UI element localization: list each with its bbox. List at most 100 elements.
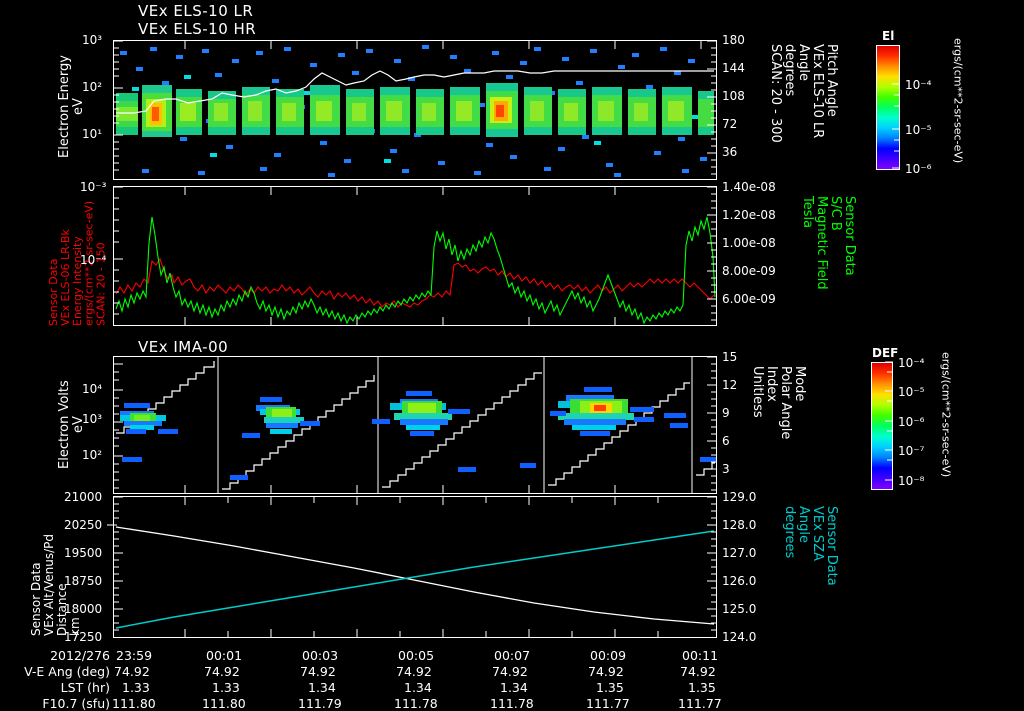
panel1-right-axis-label-line4: degrees [782,44,798,97]
bottom-veang-5: 74.92 [588,664,624,679]
panel2-right-axis-label: Sensor Data S/C B Magnetic Field Tesla [800,196,857,318]
panel1-right-axis-label-line5: SCAN: 20 - 300 [768,44,784,143]
panel2-right-axis-label-line2: S/C B [828,196,844,231]
panel4-ytick-5: 17250 [64,630,103,644]
panel1-right-axis-label-line2: VEx ELS-10 LR [810,44,826,139]
panel1-left-axis-label: Electron Energy eV [57,48,86,166]
panel4-left-axis-label-line1: Sensor Data [29,562,43,636]
panel3-right-axis-label-line3: Index [764,366,780,402]
panel4-ytick-0: 21000 [64,490,103,504]
panel1-ytick-0: 10³ [82,33,103,47]
colorbar1-title: El [882,29,895,43]
panel3-ion-blob-4 [550,387,688,436]
panel3-ytick-0: 10⁴ [82,382,103,396]
panel2-plot-area[interactable] [113,186,717,326]
panel1-right-axis-label: Pitch Angle VEx ELS-10 LR Angle degrees … [768,44,840,179]
panel3-title: VEx IMA-00 [138,338,229,356]
bottom-f107-5: 111.77 [586,696,630,711]
panel3-right-axis-label-line2: Polar Angle [778,366,794,440]
panel4-sza-line [115,530,715,629]
panel1-ytick-2: 10¹ [82,127,103,141]
panel2-right-axis-label-line3: Magnetic Field [814,196,830,290]
colorbar2-tick-2: 10⁻⁶ [898,415,925,429]
panel4-left-axis-label-line2: VEx Alt/Venus/Pd [41,533,56,636]
panel1-left-axis-label-line1: Electron Energy [57,55,72,159]
bottom-row-label-lst: LST (hr) [60,680,110,695]
panel1-ytick-1: 10² [82,80,103,94]
bottom-veang-6: 74.92 [680,664,716,679]
panel1-beam-columns [116,83,714,137]
bottom-veang-1: 74.92 [204,664,240,679]
panel4-ytick-2: 19500 [64,546,103,560]
colorbar1-tick-2: 10⁻⁶ [905,162,932,176]
panel3-ion-blob-1 [120,403,178,462]
panel2-ytick-0: 10⁻³ [80,180,107,194]
panel4-ytick-r2: 127.0 [722,546,757,560]
panel4-ytick-1: 20250 [64,518,103,532]
panel3-ytick-2: 10² [82,448,103,462]
panel2-ytick-r4: 6.00e-09 [722,292,776,306]
panel3-right-axis-label: Mode Polar Angle Index Unitless [750,366,808,484]
panel2-energy-intensity-line [115,257,715,308]
bottom-veang-2: 74.92 [300,664,336,679]
panel4-altitude-line [115,526,715,625]
panel4-ytick-r4: 125.0 [722,602,757,616]
panel4-ytick-3: 18750 [64,574,103,588]
bottom-date: 2012/276 [50,648,110,663]
panel3-ytick-1: 10³ [82,412,103,426]
bottom-f107-3: 111.78 [394,696,438,711]
panel4-right-axis-label-line2: VEx SZA [810,506,826,561]
bottom-f107-0: 111.80 [112,696,156,711]
colorbar2-unit: ergs/(cm**2-sr-sec-eV) [939,352,953,478]
panel2-lines-svg [114,187,716,325]
panel3-ytick-r3: 6 [722,434,730,448]
colorbar2-tick-3: 10⁻⁷ [898,444,925,458]
panel2-ytick-r2: 1.00e-08 [722,236,776,250]
panel2-ytick-r3: 8.00e-09 [722,264,776,278]
panel2-ytick-r0: 1.40e-08 [722,180,776,194]
bottom-time-5: 00:09 [590,648,627,663]
panel1-title-line2: VEx ELS-10 HR [138,20,257,38]
panel1-plot-area[interactable] [113,40,717,180]
panel1-ytick-r0: 180 [722,33,745,47]
panel3-ytick-r0: 15 [722,350,738,364]
panel1-right-axis-label-line1: Pitch Angle [824,44,840,117]
panel1-ytick-r1: 144 [722,61,745,75]
bottom-veang-0: 74.92 [114,664,150,679]
panel3-stray-points [230,457,716,480]
bottom-f107-2: 111.79 [298,696,342,711]
panel1-ytick-r4: 36 [722,145,738,159]
panel1-ytick-r3: 72 [722,117,738,131]
bottom-lst-3: 1.34 [404,680,432,695]
bottom-veang-3: 74.92 [396,664,432,679]
bottom-time-6: 00:11 [682,648,719,663]
colorbar2-gradient [871,362,893,490]
panel2-ytick-1: 10⁻⁴ [80,253,107,267]
colorbar1-tick-0: 10⁻⁴ [905,78,932,92]
panel2-right-axis-label-line4: Tesla [800,196,816,229]
panel1-right-axis-label-line3: Angle [796,44,812,81]
panel3-plot-area[interactable] [113,356,717,494]
bottom-row-label-f107: F10.7 (sfu) [42,696,110,711]
panel1-spectrogram-svg [114,41,716,179]
panel3-ytick-r1: 12 [722,378,738,392]
bottom-veang-4: 74.92 [492,664,528,679]
panel1-ytick-r2: 108 [722,89,745,103]
colorbar1-unit: ergs/(cm**2-sr-sec-eV) [951,38,965,164]
panel4-lines-svg [114,497,716,637]
panel3-ion-blob-2 [242,397,320,438]
colorbar2-tick-4: 10⁻⁸ [898,474,925,488]
bottom-time-2: 00:03 [302,648,339,663]
panel3-ytick-r2: 9 [722,406,730,420]
panel4-plot-area[interactable] [113,496,717,638]
panel3-ion-blob-3 [372,391,470,436]
bottom-lst-2: 1.34 [308,680,336,695]
panel4-right-axis-label-line3: Angle [796,506,812,543]
bottom-lst-6: 1.35 [688,680,716,695]
panel3-right-axis-label-line1: Mode [792,366,808,402]
bottom-lst-5: 1.35 [596,680,624,695]
bottom-f107-1: 111.80 [202,696,246,711]
colorbar2-title: DEF [872,346,899,360]
colorbar1-tick-1: 10⁻⁵ [905,123,932,137]
panel3-ytick-r4: 3 [722,462,730,476]
